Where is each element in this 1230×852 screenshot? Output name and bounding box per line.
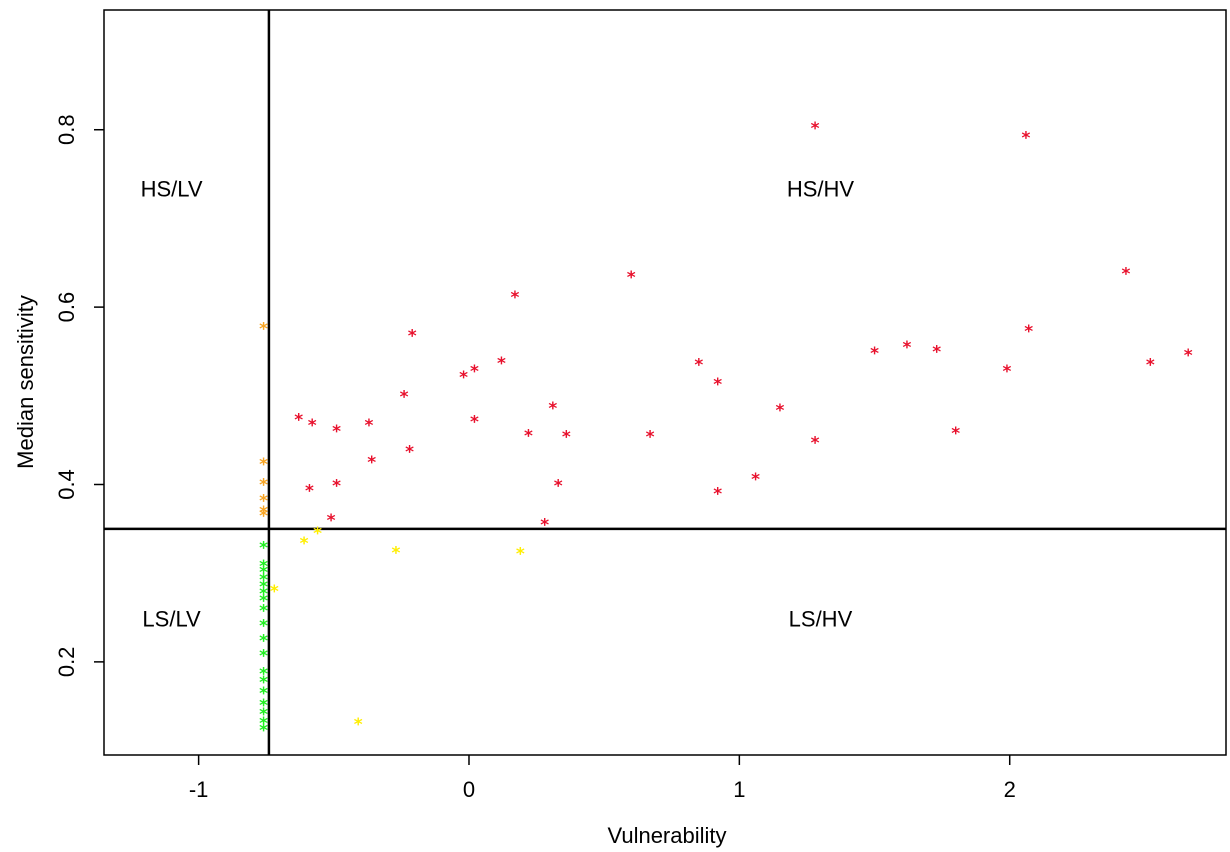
data-point: * (308, 416, 317, 436)
threshold-lines (104, 10, 1226, 755)
data-point: * (259, 455, 268, 475)
data-point: * (305, 482, 314, 502)
data-point: * (562, 427, 571, 447)
data-point: * (1122, 264, 1131, 284)
quadrant-label: HS/LV (141, 176, 203, 201)
data-point: * (694, 356, 703, 376)
data-point: * (1021, 129, 1030, 149)
data-point: * (1146, 356, 1155, 376)
data-point: * (524, 427, 533, 447)
data-point: * (511, 288, 520, 308)
x-tick-label: 0 (463, 777, 475, 802)
data-point: * (259, 647, 268, 667)
data-point: * (259, 721, 268, 741)
data-point: * (548, 399, 557, 419)
y-axis: 0.2 0.4 0.6 0.8 (54, 114, 104, 677)
data-point: * (354, 715, 363, 735)
data-point: * (811, 119, 820, 139)
data-points: * * * ** ******* ******************* * ******* *… (259, 119, 1193, 741)
data-point: * (259, 714, 268, 734)
data-point: * (259, 491, 268, 511)
data-point: * (270, 582, 279, 602)
data-point: * (313, 524, 322, 544)
y-tick-label: 0.6 (54, 292, 79, 323)
data-point: * (259, 503, 268, 523)
data-point: * (259, 506, 268, 526)
x-tick-label: 2 (1004, 777, 1016, 802)
data-point: * (400, 388, 409, 408)
data-point: * (951, 424, 960, 444)
data-point: * (554, 476, 563, 496)
data-point: * (408, 326, 417, 346)
x-tick-label: -1 (189, 777, 209, 802)
data-point: * (367, 453, 376, 473)
y-tick-label: 0.2 (54, 647, 79, 678)
data-point: * (811, 434, 820, 454)
data-point: * (1024, 322, 1033, 342)
data-point: * (259, 557, 268, 577)
data-point: * (259, 538, 268, 558)
quadrant-label: LS/HV (789, 606, 853, 631)
data-point: * (259, 616, 268, 636)
data-point: * (259, 664, 268, 684)
data-point: * (497, 354, 506, 374)
x-axis: -1 0 1 2 (189, 755, 1016, 802)
quadrant-labels: HS/LV HS/HV LS/LV LS/HV (141, 176, 855, 631)
data-point: * (300, 534, 309, 554)
data-point: * (932, 342, 941, 362)
data-point: * (259, 705, 268, 725)
data-point: * (1184, 346, 1193, 366)
data-point: * (627, 268, 636, 288)
quadrant-label: LS/LV (142, 606, 201, 631)
data-point: * (392, 544, 401, 564)
data-point: * (259, 577, 268, 597)
x-axis-title: Vulnerability (607, 823, 726, 848)
data-point: * (332, 422, 341, 442)
data-point: * (775, 401, 784, 421)
data-point: * (259, 584, 268, 604)
data-point: * (646, 427, 655, 447)
data-point: * (259, 631, 268, 651)
data-point: * (259, 673, 268, 693)
data-point: * (294, 411, 303, 431)
y-axis-title: Median sensitivity (13, 295, 38, 469)
data-point: * (713, 484, 722, 504)
data-point: * (540, 515, 549, 535)
y-tick-label: 0.4 (54, 469, 79, 500)
data-point: * (259, 601, 268, 621)
data-point: * (459, 368, 468, 388)
data-point: * (259, 475, 268, 495)
data-point: * (259, 696, 268, 716)
data-point: * (259, 570, 268, 590)
quadrant-label: HS/HV (787, 176, 855, 201)
data-point: * (259, 319, 268, 339)
x-tick-label: 1 (733, 777, 745, 802)
data-point: * (870, 344, 879, 364)
data-point: * (327, 511, 336, 531)
data-point: * (1003, 362, 1012, 382)
data-point: * (516, 545, 525, 565)
data-point: * (903, 338, 912, 358)
data-point: * (405, 443, 414, 463)
plot-frame (103, 9, 1227, 756)
data-point: * (259, 563, 268, 583)
data-point: * (365, 416, 374, 436)
data-point: * (470, 412, 479, 432)
data-point: * (751, 470, 760, 490)
data-point: * (332, 476, 341, 496)
data-point: * (259, 684, 268, 704)
data-point: * (713, 375, 722, 395)
data-point: * (470, 362, 479, 382)
data-point: * (259, 592, 268, 612)
y-tick-label: 0.8 (54, 114, 79, 145)
